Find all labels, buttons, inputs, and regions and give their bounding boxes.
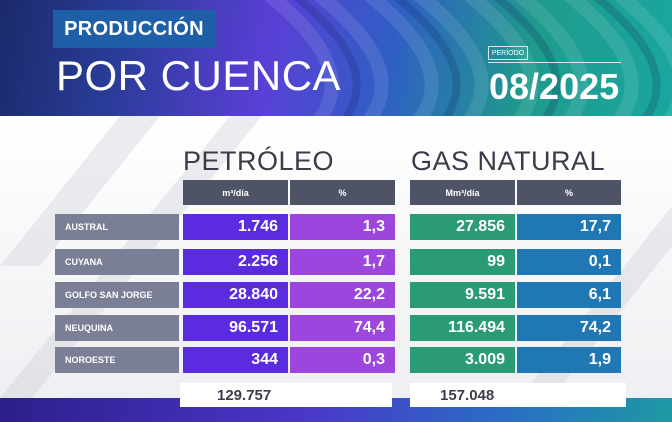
- section-badge: PRODUCCIÓN: [53, 10, 215, 48]
- periodo-value: 08/2025: [489, 66, 620, 107]
- petroleo-pct-austral: 1,3: [290, 214, 395, 240]
- row-label-cuyana: CUYANA: [55, 249, 179, 275]
- petroleo-pct-noroeste: 0,3: [290, 347, 395, 373]
- gas-pct-golfo-san-jorge: 6,1: [517, 282, 621, 308]
- gas-natural-title: GAS NATURAL: [411, 146, 606, 176]
- petroleo-volume-header: m³/día: [183, 180, 288, 205]
- petroleo-value-noroeste: 344: [183, 347, 288, 373]
- periodo-label: PERÍODO: [488, 46, 528, 60]
- gas-pct-cuyana: 0,1: [517, 249, 621, 275]
- row-label-golfo-san-jorge: GOLFO SAN JORGE: [55, 282, 179, 308]
- row-label-neuquina: NEUQUINA: [55, 315, 179, 341]
- gas-pct-header: %: [517, 180, 621, 205]
- gas-pct-neuquina: 74,2: [517, 315, 621, 341]
- gas-pct-noroeste: 1,9: [517, 347, 621, 373]
- periodo-divider: [488, 62, 621, 63]
- gas-value-cuyana: 99: [410, 249, 515, 275]
- petroleo-pct-golfo-san-jorge: 22,2: [290, 282, 395, 308]
- petroleo-value-cuyana: 2.256: [183, 249, 288, 275]
- petroleo-pct-header: %: [290, 180, 395, 205]
- row-label-austral: AUSTRAL: [55, 214, 179, 240]
- gas-volume-header: Mm³/día: [410, 180, 515, 205]
- header-banner: [0, 0, 672, 116]
- banner-wave-decoration: [264, 0, 672, 116]
- row-label-noroeste: NOROESTE: [55, 347, 179, 373]
- petroleo-value-austral: 1.746: [183, 214, 288, 240]
- petroleo-pct-neuquina: 74,4: [290, 315, 395, 341]
- gas-value-neuquina: 116.494: [410, 315, 515, 341]
- petroleo-value-golfo-san-jorge: 28.840: [183, 282, 288, 308]
- petroleo-total: 129.757: [180, 383, 392, 407]
- gas-total: 157.048: [410, 383, 626, 407]
- petroleo-value-neuquina: 96.571: [183, 315, 288, 341]
- gas-value-noroeste: 3.009: [410, 347, 515, 373]
- petroleo-title: PETRÓLEO: [183, 146, 335, 176]
- gas-pct-austral: 17,7: [517, 214, 621, 240]
- gas-value-austral: 27.856: [410, 214, 515, 240]
- page-title: POR CUENCA: [56, 52, 342, 99]
- gas-value-golfo-san-jorge: 9.591: [410, 282, 515, 308]
- petroleo-pct-cuyana: 1,7: [290, 249, 395, 275]
